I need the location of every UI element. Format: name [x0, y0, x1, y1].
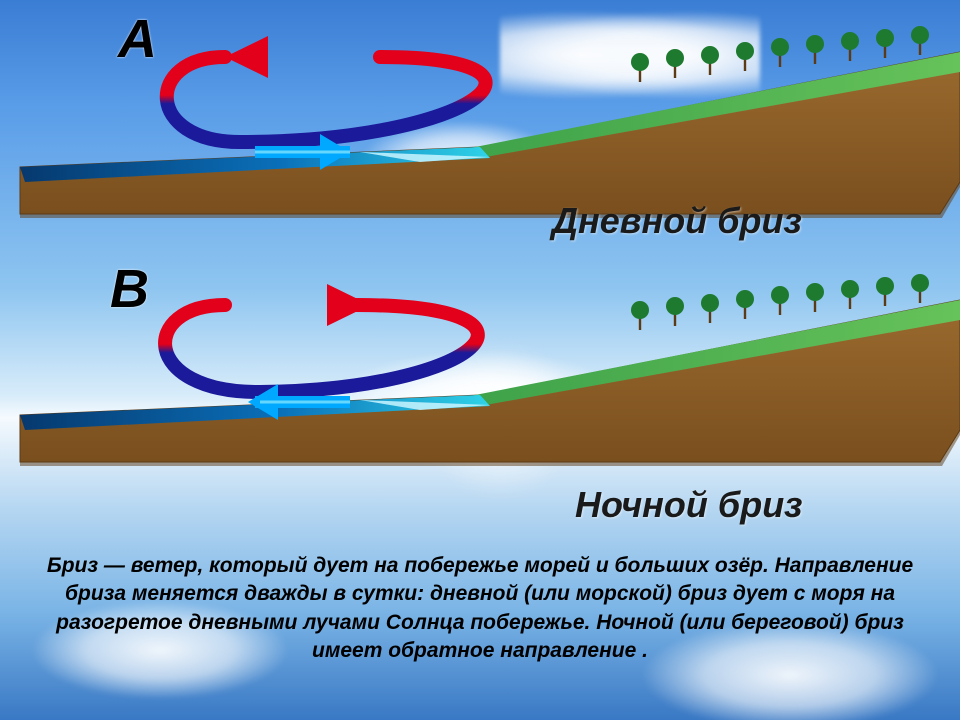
label-day-breeze: Дневной бриз [552, 200, 802, 242]
panel-letter-b: В [110, 258, 149, 320]
panel-letter-a: А [118, 8, 157, 70]
description-text: Бриз — ветер, который дует на побережье … [36, 552, 924, 665]
land-block [20, 300, 960, 462]
warm-arrow-head [327, 284, 370, 326]
circulation-loop [165, 284, 478, 392]
diagram-canvas: А В Дневной бриз Ночной бриз Бриз — вете… [0, 0, 960, 720]
circulation-loop [167, 36, 486, 142]
warm-arrow-head [225, 36, 268, 78]
label-night-breeze: Ночной бриз [575, 484, 803, 526]
